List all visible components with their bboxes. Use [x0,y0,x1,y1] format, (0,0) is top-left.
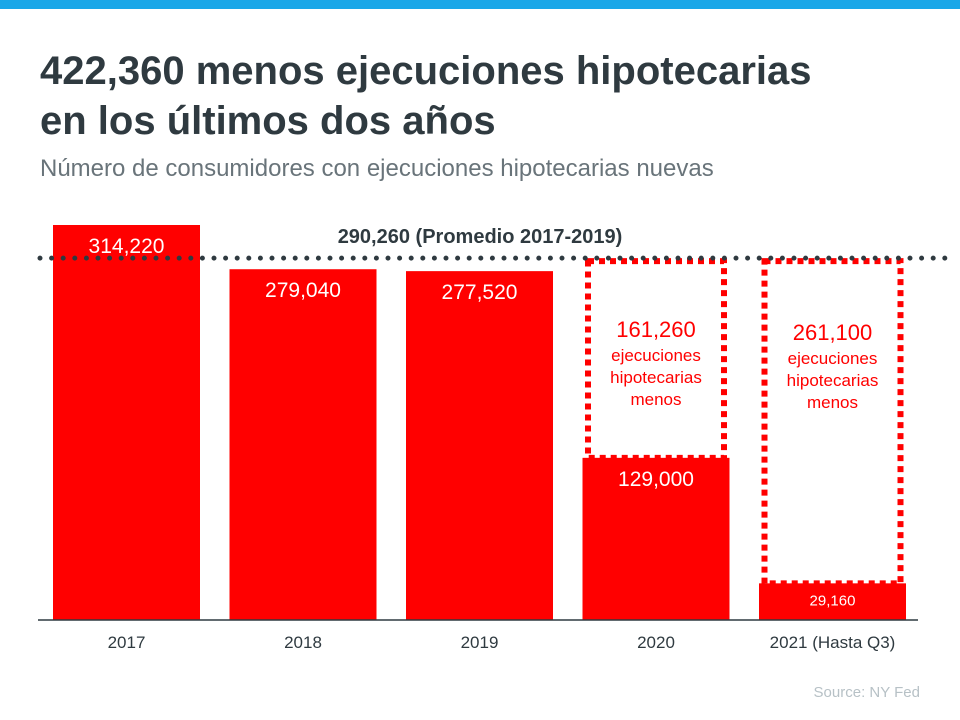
x-tick-label: 2018 [284,633,322,652]
gap-box-2020 [585,258,727,461]
x-tick-label: 2019 [461,633,499,652]
value-label: 277,520 [442,281,518,304]
gap-description: menos [807,393,858,412]
title-line-1: 422,360 menos ejecuciones hipotecarias [40,49,812,93]
bar-2021 [759,583,906,620]
gap-description: hipotecarias [610,368,702,387]
value-label: 314,220 [89,235,165,258]
title-line-2: en los últimos dos años [40,99,496,143]
subtitle: Número de consumidores con ejecuciones h… [40,155,714,182]
top-accent-bar [0,0,960,9]
source-note: Source: NY Fed [813,684,920,701]
bar-2020 [582,457,730,620]
bar-2019 [406,271,553,620]
x-tick-label: 2021 (Hasta Q3) [770,633,896,652]
value-label: 29,160 [810,592,856,609]
gap-box-2021 [761,258,904,587]
x-tick-label: 2020 [637,633,675,652]
page-title: 422,360 menos ejecuciones hipotecarias en… [40,46,812,146]
value-label: 129,000 [618,468,694,491]
gap-description: menos [630,390,681,409]
x-tick-label: 2017 [108,633,146,652]
gap-description: ejecuciones [611,346,701,365]
bar-2017 [53,225,200,620]
gap-description: ejecuciones [788,349,878,368]
gap-value-label: 161,260 [616,317,696,342]
value-label: 279,040 [265,279,341,302]
gap-description: hipotecarias [787,371,879,390]
average-label: 290,260 (Promedio 2017-2019) [338,226,623,248]
bar-2018 [229,269,377,620]
gap-value-label: 261,100 [793,320,873,345]
